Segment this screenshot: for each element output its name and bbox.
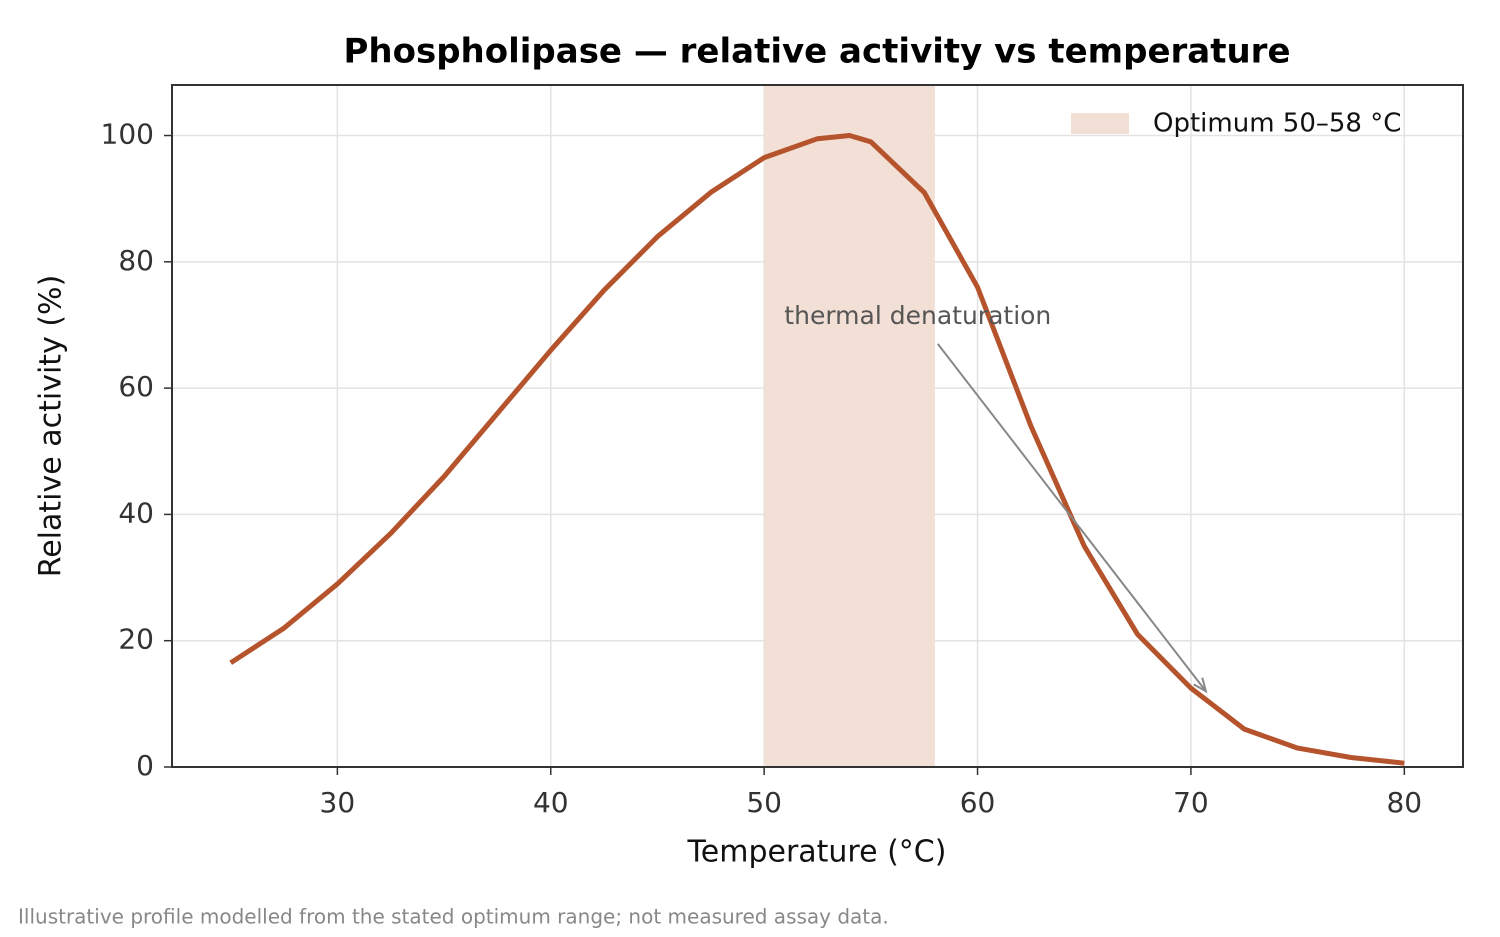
y-tick-label: 20: [118, 623, 154, 656]
y-tick-label: 60: [118, 370, 154, 403]
x-tick-label: 30: [320, 786, 356, 819]
y-tick-label: 80: [118, 244, 154, 277]
x-tick-label: 60: [960, 786, 996, 819]
footnote: Illustrative profile modelled from the s…: [18, 905, 889, 929]
y-tick-label: 100: [101, 118, 154, 151]
y-tick-label: 0: [136, 749, 154, 782]
annotation-text: thermal denaturation: [784, 301, 1051, 330]
y-tick-label: 40: [118, 496, 154, 529]
x-tick-label: 80: [1386, 786, 1422, 819]
arrow-head: [1193, 677, 1208, 694]
x-tick-label: 70: [1173, 786, 1209, 819]
optimum-span: [764, 85, 935, 767]
legend-label: Optimum 50–58 °C: [1153, 109, 1401, 139]
x-tick-label: 50: [746, 786, 782, 819]
x-tick-label: 40: [533, 786, 569, 819]
activity-line: [229, 133, 1405, 766]
x-axis-label: Temperature (°C): [687, 835, 947, 870]
y-axis-label: Relative activity (%): [34, 275, 69, 578]
annotation-arrow: [937, 343, 1207, 692]
chart-title: Phospholipase — relative activity vs tem…: [343, 32, 1290, 72]
plot-frame: [171, 84, 1464, 768]
legend-swatch: [1071, 113, 1129, 134]
